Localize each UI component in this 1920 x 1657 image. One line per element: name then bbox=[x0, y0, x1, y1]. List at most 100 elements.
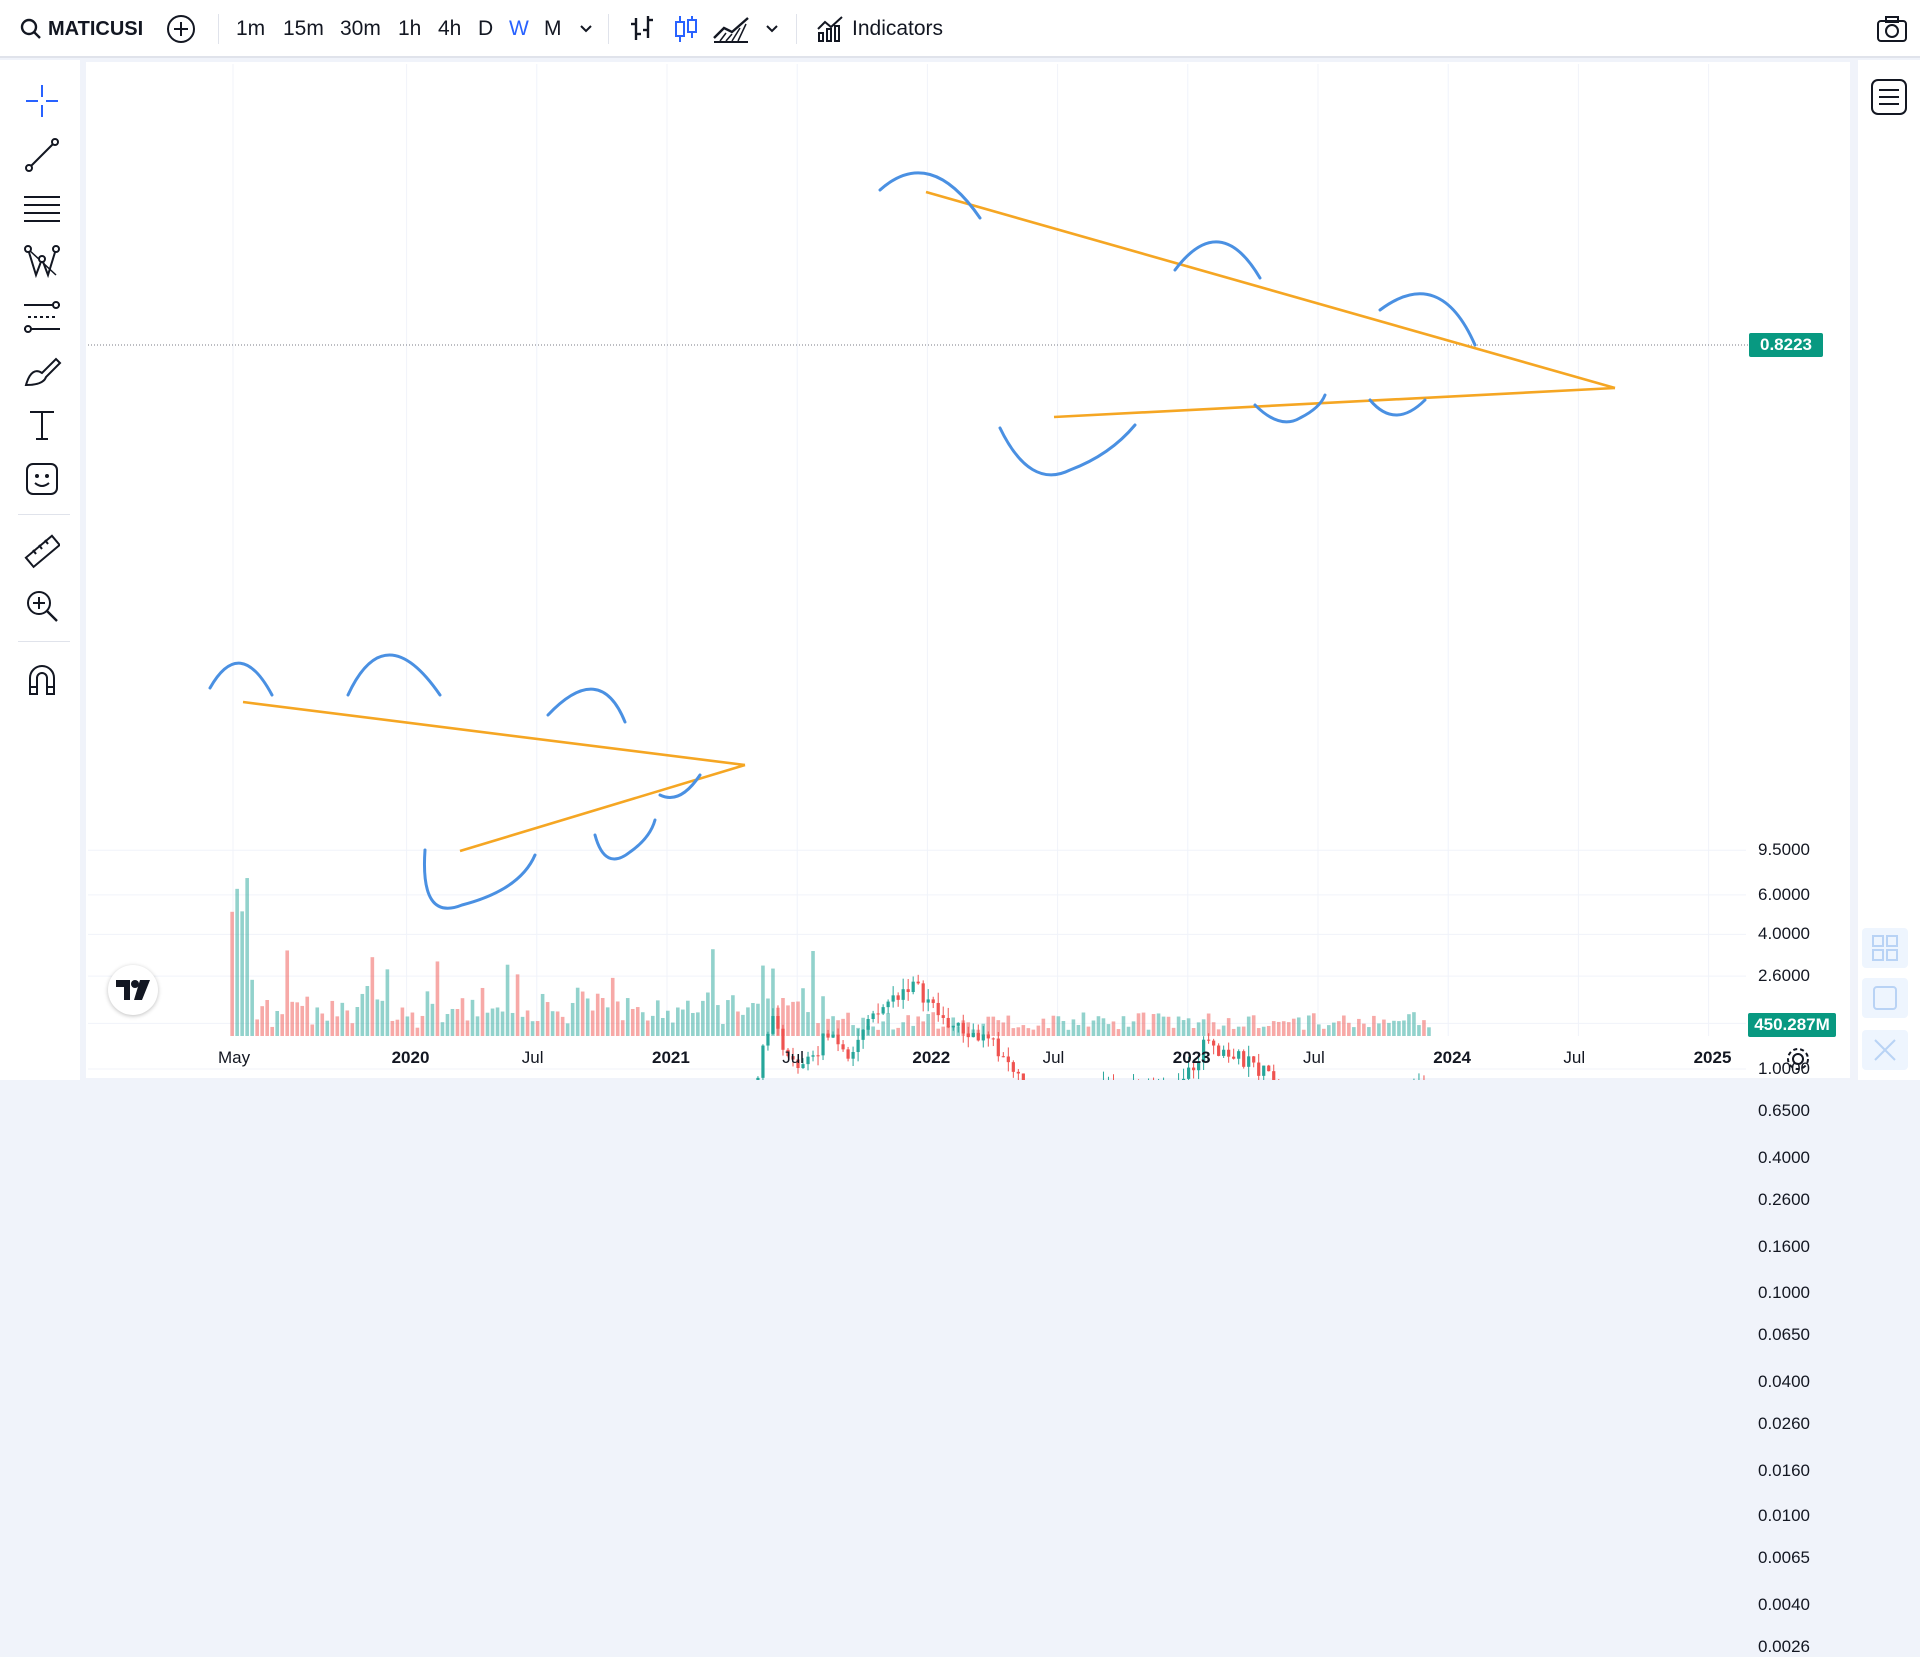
annotation-arc[interactable] bbox=[1253, 393, 1327, 424]
volume-bar bbox=[605, 1007, 610, 1036]
volume-bar bbox=[430, 1003, 435, 1036]
trendline[interactable] bbox=[459, 763, 746, 853]
zoom-tool[interactable] bbox=[20, 584, 64, 628]
volume-bar bbox=[530, 1021, 535, 1036]
candle-body bbox=[941, 1015, 945, 1018]
volume-bar bbox=[520, 1016, 525, 1036]
candle-body bbox=[836, 1034, 840, 1045]
sticker-tool[interactable] bbox=[20, 457, 64, 501]
trendline[interactable] bbox=[1053, 386, 1616, 419]
volume-bar bbox=[630, 1008, 635, 1036]
volume-bar bbox=[731, 995, 735, 1036]
pattern-tool[interactable] bbox=[20, 241, 64, 285]
candle-body bbox=[1267, 1065, 1271, 1072]
candle-body bbox=[1001, 1056, 1005, 1058]
timeframe-w[interactable]: W bbox=[509, 17, 529, 40]
chevron-down-icon bbox=[766, 25, 778, 33]
tradingview-logo[interactable] bbox=[108, 965, 158, 1015]
volume-bar bbox=[1271, 1021, 1276, 1036]
volume-bar bbox=[916, 1016, 920, 1036]
volume-bar bbox=[445, 1014, 450, 1036]
gear-icon bbox=[1787, 1048, 1809, 1070]
volume-bar bbox=[380, 1000, 385, 1036]
timeframe-30m[interactable]: 30m bbox=[340, 17, 381, 40]
trendline[interactable] bbox=[242, 700, 746, 767]
volume-bar bbox=[1407, 1014, 1411, 1036]
crosshair-icon bbox=[26, 85, 58, 117]
forecasting-tool[interactable] bbox=[20, 295, 64, 339]
magnet-tool[interactable] bbox=[20, 658, 64, 702]
candle-body bbox=[976, 1032, 980, 1041]
area-style-button[interactable] bbox=[712, 0, 750, 58]
volume-bar bbox=[901, 1022, 905, 1036]
time-tick-label: May bbox=[218, 1048, 251, 1067]
axis-settings-button[interactable] bbox=[1785, 1046, 1811, 1077]
annotation-arc[interactable] bbox=[1368, 398, 1427, 417]
volume-bar bbox=[285, 950, 290, 1036]
annotation-arc[interactable] bbox=[346, 653, 442, 697]
trendline-tool[interactable] bbox=[20, 133, 64, 177]
annotation-arc[interactable] bbox=[422, 848, 537, 910]
candle-body bbox=[961, 1022, 965, 1034]
candle-body bbox=[816, 1055, 820, 1057]
grid-layout-button[interactable] bbox=[1862, 928, 1908, 968]
horizontal-lines-tool[interactable] bbox=[20, 187, 64, 231]
candles-style-button[interactable] bbox=[672, 0, 700, 58]
indicators-button[interactable]: Indicators bbox=[816, 0, 943, 58]
volume-bar bbox=[1121, 1016, 1126, 1036]
annotation-arc[interactable] bbox=[878, 171, 982, 220]
bar-style-button[interactable] bbox=[628, 0, 656, 58]
timeframe-dropdown[interactable] bbox=[578, 0, 594, 58]
volume-bar bbox=[620, 1020, 625, 1036]
measure-tool[interactable] bbox=[20, 530, 64, 574]
candle-body bbox=[781, 1028, 785, 1050]
candle-body bbox=[806, 1056, 810, 1065]
trendline[interactable] bbox=[925, 190, 1616, 390]
volume-bar bbox=[355, 1007, 360, 1036]
symbol-search[interactable]: MATICUSI bbox=[20, 0, 143, 58]
fullscreen-button[interactable] bbox=[1862, 978, 1908, 1018]
crosshair-tool[interactable] bbox=[20, 79, 64, 123]
volume-bar bbox=[751, 1003, 755, 1036]
timeframe-d[interactable]: D bbox=[478, 17, 494, 40]
watchlist-button[interactable] bbox=[1870, 78, 1908, 121]
annotation-arc[interactable] bbox=[998, 423, 1137, 477]
volume-bar bbox=[831, 1016, 835, 1036]
annotation-arc[interactable] bbox=[546, 687, 627, 724]
price-tick-label: 0.6500 bbox=[1758, 1100, 1810, 1120]
chart-panel[interactable] bbox=[86, 62, 1850, 1078]
volume-bar bbox=[986, 1016, 991, 1036]
volume-bar bbox=[420, 1015, 425, 1036]
volume-bar bbox=[726, 1000, 730, 1036]
timeframe-1m[interactable]: 1m bbox=[236, 17, 266, 40]
price-tick-label: 0.1000 bbox=[1758, 1282, 1810, 1302]
brush-tool[interactable] bbox=[20, 349, 64, 393]
chart-style-dropdown[interactable] bbox=[764, 0, 780, 58]
volume-bar bbox=[941, 1026, 946, 1036]
close-panel-button[interactable] bbox=[1862, 1030, 1908, 1070]
text-tool[interactable] bbox=[20, 403, 64, 447]
annotation-arc[interactable] bbox=[208, 661, 274, 697]
annotation-arc[interactable] bbox=[1173, 240, 1262, 280]
volume-bar bbox=[660, 1017, 665, 1036]
annotation-arc[interactable] bbox=[593, 818, 657, 861]
volume-bar bbox=[1236, 1026, 1241, 1036]
add-symbol-button[interactable] bbox=[166, 0, 196, 58]
time-tick-label: Jul bbox=[782, 1048, 804, 1067]
candle-body bbox=[1006, 1056, 1010, 1063]
timeframe-1h[interactable]: 1h bbox=[398, 17, 422, 40]
timeframe-15m[interactable]: 15m bbox=[283, 17, 324, 40]
volume-bar bbox=[1146, 1029, 1151, 1036]
annotation-arc[interactable] bbox=[1378, 292, 1477, 347]
price-tick-label: 0.1600 bbox=[1758, 1237, 1810, 1257]
timeframe-4h[interactable]: 4h bbox=[438, 17, 462, 40]
volume-bar bbox=[1191, 1028, 1196, 1036]
annotation-arc[interactable] bbox=[658, 773, 702, 799]
volume-bar bbox=[350, 1023, 355, 1036]
timeframe-m[interactable]: M bbox=[544, 17, 562, 40]
price-chart[interactable] bbox=[0, 0, 1920, 1080]
close-icon bbox=[1874, 1039, 1896, 1061]
screenshot-button[interactable] bbox=[1876, 0, 1908, 58]
volume-bar bbox=[991, 1016, 996, 1036]
volume-bar bbox=[736, 1011, 740, 1036]
